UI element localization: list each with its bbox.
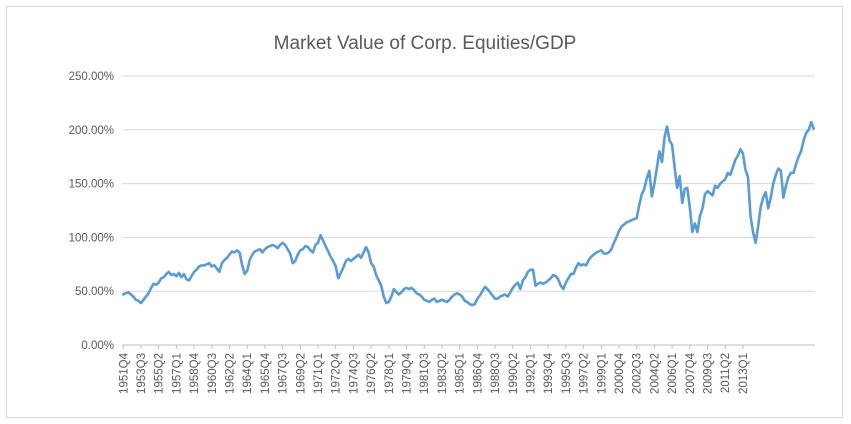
- x-tick-label: 2013Q1: [738, 353, 750, 394]
- x-tick-label: 1951Q4: [118, 352, 130, 394]
- x-tick-label: 2006Q1: [667, 353, 679, 394]
- x-axis-labels: 1951Q4 1953Q3 1955Q2 1957Q1 1958Q4 1960Q3 1962…: [118, 345, 750, 394]
- x-tick-label: 1967Q3: [278, 353, 290, 394]
- x-tick-label: 1958Q4: [189, 352, 201, 394]
- x-tick-label: 1999Q1: [596, 353, 608, 394]
- x-tick-label: 1953Q3: [136, 353, 148, 394]
- x-tick-label: 1964Q1: [242, 353, 254, 394]
- y-tick-label: 0.00%: [81, 340, 114, 352]
- x-tick-label: 1955Q2: [154, 353, 166, 394]
- x-tick-label: 1979Q4: [402, 352, 414, 394]
- y-tick-label: 100.00%: [69, 232, 114, 244]
- x-tick-label: 2007Q4: [685, 352, 697, 394]
- x-tick-label: 1976Q2: [366, 353, 378, 394]
- x-tick-label: 1974Q3: [348, 353, 360, 394]
- y-tick-label: 200.00%: [69, 125, 114, 137]
- x-tick-label: 1997Q2: [579, 353, 591, 394]
- x-tick-label: 1981Q3: [419, 353, 431, 394]
- x-tick-label: 1957Q1: [171, 353, 183, 394]
- line-chart: Market Value of Corp. Equities/GDP 0.00%…: [69, 33, 816, 394]
- x-tick-label: 1983Q2: [437, 353, 449, 394]
- gridlines: [122, 75, 815, 292]
- x-tick-label: 1985Q1: [455, 353, 467, 394]
- x-tick-label: 1988Q3: [490, 353, 502, 394]
- x-tick-label: 1990Q2: [508, 353, 520, 394]
- x-tick-label: 2002Q3: [632, 353, 644, 394]
- x-tick-label: 2000Q4: [614, 352, 626, 394]
- x-tick-label: 1960Q3: [207, 353, 219, 394]
- chart-area: Market Value of Corp. Equities/GDP 0.00%…: [6, 6, 843, 418]
- x-tick-label: 1972Q4: [331, 352, 343, 394]
- x-tick-label: 1971Q1: [313, 353, 325, 394]
- x-tick-label: 1969Q2: [295, 353, 307, 394]
- x-tick-label: 1962Q2: [224, 353, 236, 394]
- y-tick-label: 50.00%: [75, 286, 114, 298]
- x-tick-label: 2011Q2: [720, 353, 732, 393]
- series-line: [121, 120, 816, 307]
- y-tick-label: 150.00%: [69, 179, 114, 191]
- x-tick-label: 1965Q4: [260, 352, 272, 394]
- x-tick-label: 1978Q1: [384, 353, 396, 394]
- x-tick-label: 1993Q4: [543, 352, 555, 394]
- y-tick-label: 250.00%: [69, 71, 114, 83]
- x-tick-label: 2009Q3: [703, 353, 715, 394]
- x-tick-label: 1986Q4: [472, 352, 484, 394]
- series-layer: [121, 120, 816, 307]
- x-tick-label: 1995Q3: [561, 353, 573, 394]
- y-axis-labels: 0.00% 50.00% 100.00% 150.00% 200.00% 250.00%: [69, 71, 114, 352]
- chart-title: Market Value of Corp. Equities/GDP: [274, 33, 577, 54]
- x-tick-label: 2004Q2: [649, 353, 661, 394]
- x-tick-label: 1992Q1: [525, 353, 537, 394]
